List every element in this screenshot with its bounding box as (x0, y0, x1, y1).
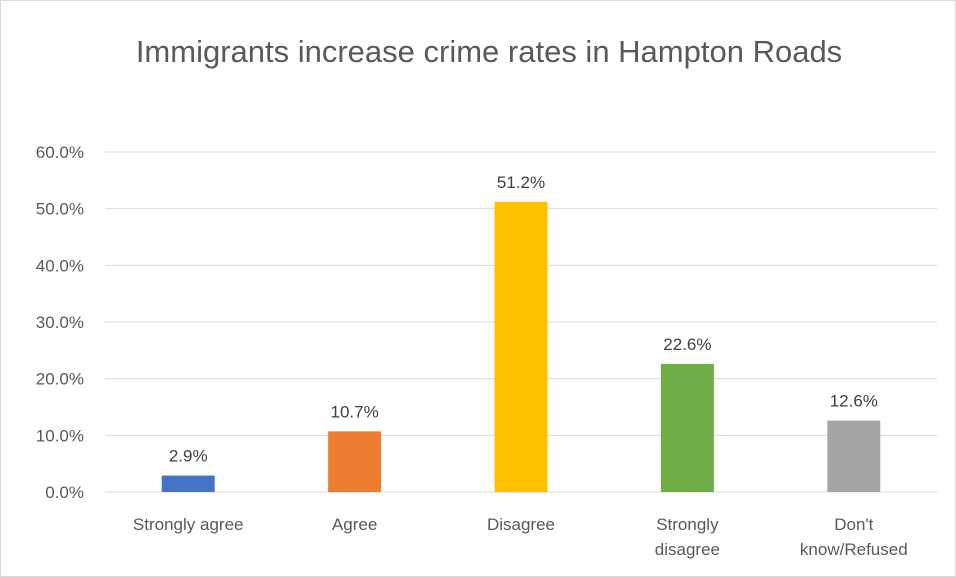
data-label: 12.6% (830, 392, 878, 411)
bar (328, 431, 382, 492)
category-label: disagree (655, 540, 720, 559)
data-label: 51.2% (497, 173, 545, 192)
chart-title-text: Immigrants increase crime rates in Hampt… (135, 34, 843, 69)
bar (161, 475, 215, 492)
data-label: 22.6% (663, 335, 711, 354)
category-label: Don't (834, 515, 873, 534)
y-tick-label: 0.0% (45, 483, 84, 502)
y-tick-label: 40.0% (36, 256, 84, 275)
y-tick-label: 10.0% (36, 426, 84, 445)
y-tick-label: 20.0% (36, 370, 84, 389)
bar (660, 363, 714, 492)
category-labels: Strongly agree Agree Disagree Strongly disag… (133, 515, 908, 559)
y-tick-label: 30.0% (36, 313, 84, 332)
category-label: Strongly agree (133, 515, 244, 534)
category-label: Strongly (656, 515, 719, 534)
y-tick-label: 50.0% (36, 200, 84, 219)
data-labels: 2.9% 10.7% 51.2% 22.6% 12.6% (169, 173, 878, 466)
y-tick-label: 60.0% (36, 143, 84, 162)
data-label: 2.9% (169, 447, 208, 466)
bar (827, 420, 881, 492)
bars (161, 201, 881, 492)
category-label: Disagree (487, 515, 555, 534)
chart-title: Immigrants increase crime rates in Hampt… (0, 30, 956, 74)
category-label: know/Refused (800, 540, 908, 559)
category-label: Agree (332, 515, 377, 534)
bar (494, 201, 548, 492)
y-axis-tick-labels: 0.0% 10.0% 20.0% 30.0% 40.0% 50.0% 60.0% (36, 143, 84, 502)
data-label: 10.7% (330, 402, 378, 421)
